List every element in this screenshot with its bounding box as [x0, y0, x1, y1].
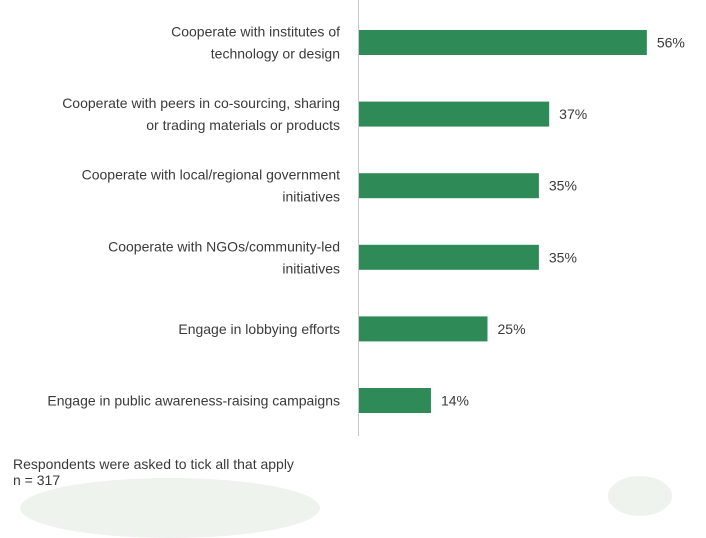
category-label-2: Cooperate with peers in co-sourcing, sha…	[62, 95, 340, 133]
bar-1	[359, 30, 647, 55]
respondents-note: Respondents were asked to tick all that …	[13, 456, 294, 472]
bar-2	[359, 101, 550, 127]
bar-3	[359, 173, 539, 199]
bar-4	[359, 244, 539, 270]
value-label-3: 35%	[549, 178, 577, 194]
bar-chart: 56% Cooperate with institutes of technolog…	[47, 0, 685, 436]
category-label-6: Engage in public awareness-raising campa…	[47, 393, 340, 409]
value-label-5: 25%	[498, 321, 526, 337]
bar-5	[359, 316, 488, 342]
category-label-4: Cooperate with NGOs/community-led initiat…	[108, 238, 340, 276]
category-label-5: Engage in lobbying efforts	[178, 321, 340, 337]
sample-size-note: n = 317	[13, 472, 61, 488]
value-label-4: 35%	[549, 249, 577, 265]
value-label-6: 14%	[441, 393, 469, 409]
bars-group: 56% Cooperate with institutes of technolog…	[47, 24, 685, 413]
category-label-3: Cooperate with local/regional government…	[82, 167, 340, 205]
bar-6	[359, 388, 431, 413]
value-label-1: 56%	[657, 35, 685, 51]
category-label-1: Cooperate with institutes of technology o…	[171, 24, 340, 62]
value-label-2: 37%	[559, 106, 587, 122]
